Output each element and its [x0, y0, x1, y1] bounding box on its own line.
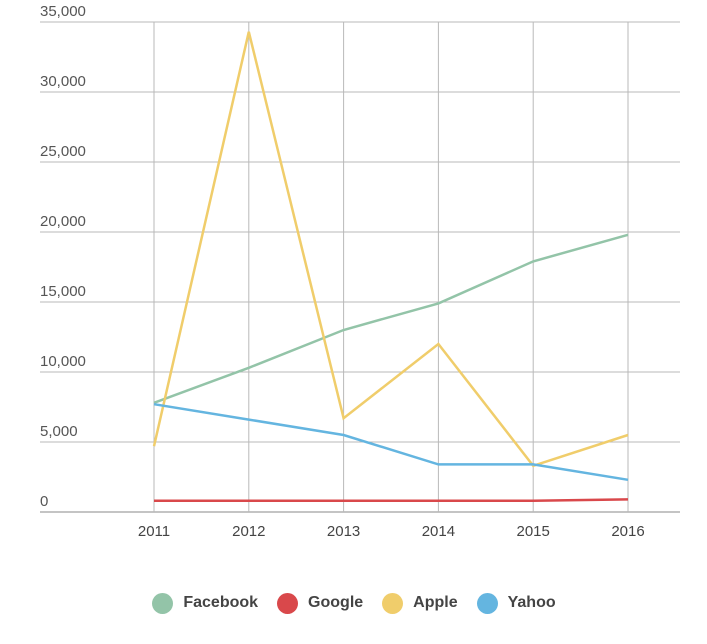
legend-label: Yahoo [507, 594, 556, 611]
x-tick-label: 2012 [232, 523, 265, 540]
series-line-apple [152, 31, 629, 468]
y-tick-label: 0 [40, 493, 48, 510]
y-tick-label: 5,000 [40, 423, 78, 440]
legend-item-apple[interactable]: Apple [382, 592, 458, 614]
series-line-google [154, 498, 629, 503]
y-tick-label: 35,000 [40, 3, 86, 20]
legend: Facebook Google Apple Yahoo [0, 588, 707, 618]
x-tick-label: 2013 [327, 523, 360, 540]
x-tick-label: 2014 [422, 523, 455, 540]
legend-item-google[interactable]: Google [277, 592, 364, 614]
y-tick-label: 15,000 [40, 283, 86, 300]
series-line-yahoo [153, 402, 629, 482]
legend-swatch [277, 592, 299, 614]
vertical-gridlines [153, 22, 629, 512]
line-chart: 0 5,000 10,000 15,000 20,000 25,000 30,000 35,0… [40, 3, 680, 540]
legend-swatch [382, 592, 404, 614]
x-axis-tick-labels: 2011 2012 2013 2014 2015 2016 [138, 523, 645, 540]
x-tick-label: 2011 [138, 523, 170, 540]
legend-label: Google [308, 594, 364, 611]
legend-swatch [152, 592, 174, 614]
x-tick-label: 2015 [517, 523, 550, 540]
x-tick-label: 2016 [611, 523, 644, 540]
y-tick-label: 25,000 [40, 143, 86, 160]
legend-swatch [476, 592, 498, 614]
y-axis-tick-labels: 0 5,000 10,000 15,000 20,000 25,000 30,000 35,0… [40, 3, 86, 510]
y-tick-label: 30,000 [40, 73, 86, 90]
horizontal-gridlines [40, 21, 680, 513]
legend-item-yahoo[interactable]: Yahoo [476, 592, 556, 614]
series-line-facebook [153, 233, 629, 404]
legend-item-facebook[interactable]: Facebook [152, 592, 259, 614]
legend-label: Facebook [183, 594, 259, 611]
series-lines [152, 31, 629, 503]
y-tick-label: 20,000 [40, 213, 86, 230]
y-tick-label: 10,000 [40, 353, 86, 370]
legend-label: Apple [413, 594, 458, 611]
